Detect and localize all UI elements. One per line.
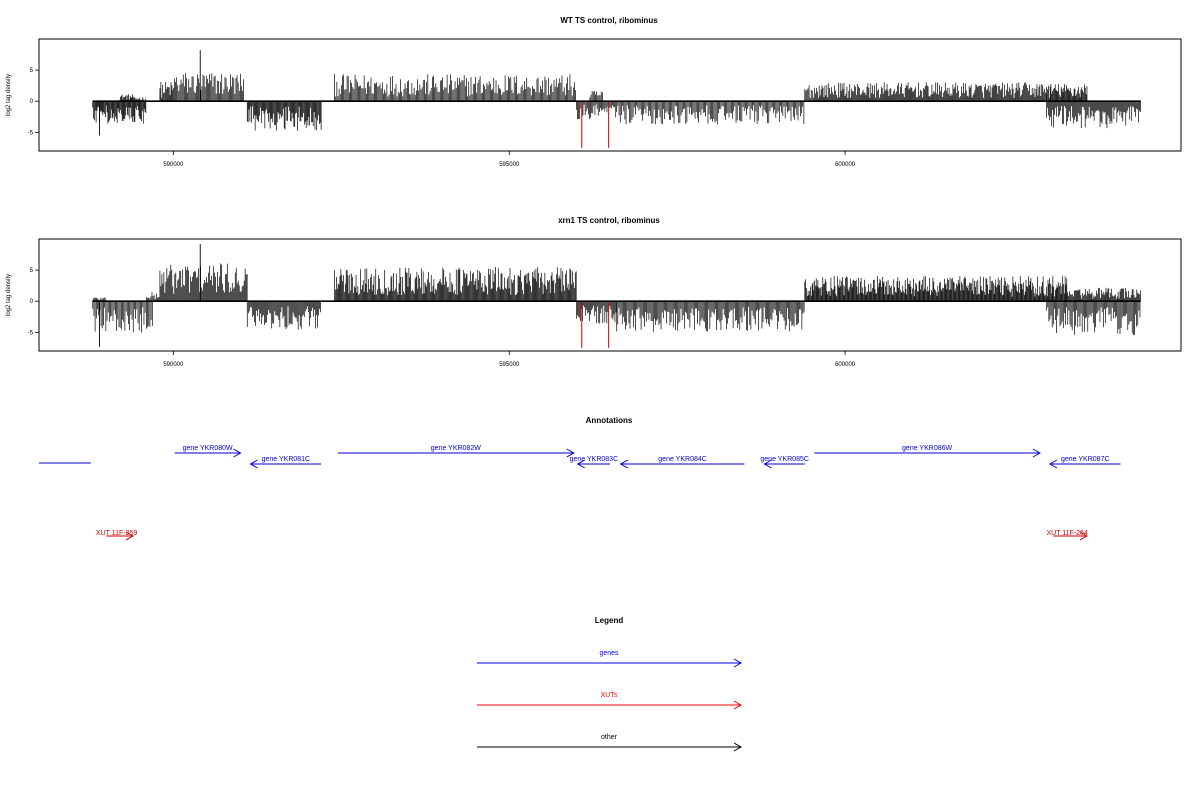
- gene-arrow-head: [1032, 448, 1041, 458]
- y-tick-label: 5: [30, 268, 34, 274]
- gene-label: gene YKR085C: [760, 456, 809, 463]
- legend-items: genes XUTs other: [477, 650, 743, 752]
- legend-label: XUTs: [601, 692, 618, 699]
- gene-arrow-head: [576, 459, 586, 469]
- gene-label: gene YKR087C: [1061, 456, 1110, 463]
- x-tick-label: 595000: [499, 162, 520, 168]
- gene-label: gene YKR083C: [570, 456, 619, 463]
- x-tick-label: 590000: [163, 362, 184, 368]
- gene-label: gene YKR084C: [658, 456, 707, 463]
- wt-coverage-panel: WT TS control, ribominus log2 tag densit…: [6, 16, 1182, 168]
- legend-arrowhead: [733, 700, 743, 710]
- x-tick-label: 590000: [163, 162, 184, 168]
- y-tick-label: 0: [30, 99, 34, 105]
- xrn1-bars: [92, 243, 1141, 348]
- xrn1-coverage-panel: xrn1 TS control, ribominus log2 tag dens…: [6, 216, 1182, 368]
- xut-label: XUT 11F-264: [1046, 530, 1087, 537]
- wt-axes: -5 0 5 590000 595000 600000: [28, 68, 856, 168]
- x-tick-label: 600000: [835, 362, 856, 368]
- wt-plot-frame: [38, 38, 1182, 152]
- xrn1-panel-title: xrn1 TS control, ribominus: [558, 216, 660, 225]
- gene-arrow-head: [1049, 459, 1058, 469]
- wt-bars: [92, 50, 1141, 148]
- gene-arrow-head: [233, 448, 242, 458]
- gene-label: gene YKR082W: [431, 445, 481, 452]
- gene-arrow-head: [619, 459, 628, 469]
- legend-arrowhead: [733, 742, 743, 752]
- legend-label: genes: [599, 650, 619, 657]
- xut-arrow-head: [125, 531, 135, 541]
- gene-label: gene YKR086W: [902, 445, 952, 452]
- wt-panel-title: WT TS control, ribominus: [560, 16, 658, 25]
- xut-arrow-head: [1079, 531, 1088, 541]
- legend-label: other: [601, 734, 618, 741]
- annotation-features: gene YKR080W gene YKR081C gene YKR082W gene…: [39, 445, 1121, 541]
- xrn1-plot-frame: [38, 238, 1182, 352]
- gene-arrow-head: [249, 459, 258, 469]
- gene-arrow-head: [566, 448, 575, 458]
- xut-label: XUT 11F-259: [96, 530, 137, 537]
- y-tick-label: 0: [30, 299, 34, 305]
- x-tick-label: 595000: [499, 362, 520, 368]
- legend-arrowhead: [733, 658, 743, 668]
- legend: Legend genes XUTs other: [477, 616, 743, 752]
- y-tick-label: -5: [28, 130, 34, 136]
- y-tick-label: 5: [30, 68, 34, 74]
- wt-y-axis-label: log2 tag density: [6, 74, 12, 116]
- xrn1-axes: -5 0 5 590000 595000 600000: [28, 268, 856, 368]
- xrn1-y-axis-label: log2 tag density: [6, 274, 12, 316]
- gene-arrow-head: [763, 459, 772, 469]
- gene-label: gene YKR081C: [262, 456, 311, 463]
- legend-title: Legend: [595, 616, 624, 625]
- y-tick-label: -5: [28, 330, 34, 336]
- annotations-title: Annotations: [586, 416, 633, 425]
- x-tick-label: 600000: [835, 162, 856, 168]
- gene-label: gene YKR080W: [183, 445, 233, 452]
